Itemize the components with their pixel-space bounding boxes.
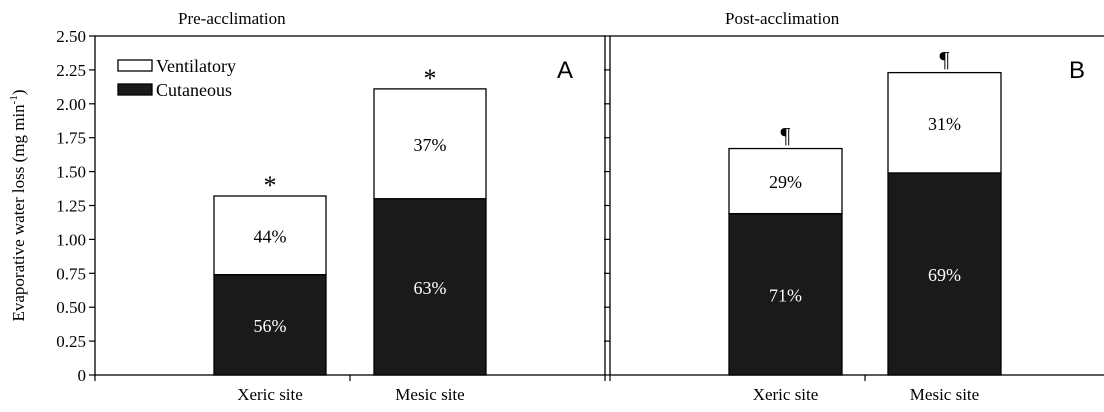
legend-entry: Cutaneous bbox=[156, 80, 232, 100]
y-tick-label: 0.25 bbox=[56, 332, 86, 351]
x-category-label: Xeric site bbox=[237, 385, 303, 404]
legend-swatch-cutaneous bbox=[117, 83, 153, 96]
y-tick-label: 0.50 bbox=[56, 298, 86, 317]
x-category-label: Mesic site bbox=[395, 385, 464, 404]
significance-marker: ¶ bbox=[940, 47, 950, 72]
segment-percent-label: 31% bbox=[928, 114, 961, 134]
cutaneous-bar-segment bbox=[887, 172, 1002, 376]
cutaneous-bar-segment bbox=[373, 198, 487, 376]
y-axis-label: Evaporative water loss (mg min-1) bbox=[8, 89, 28, 321]
panel-letter: B bbox=[1069, 57, 1085, 84]
y-tick-label: 2.00 bbox=[56, 95, 86, 114]
cutaneous-bar-segment bbox=[213, 274, 327, 376]
ventilatory-bar-segment bbox=[213, 195, 327, 276]
cutaneous-bar-segment bbox=[728, 212, 843, 376]
y-tick-label: 1.75 bbox=[56, 129, 86, 148]
panel-title: Pre-acclimation bbox=[178, 9, 286, 28]
segment-percent-label: 63% bbox=[414, 278, 447, 298]
significance-marker: * bbox=[424, 64, 437, 93]
segment-percent-label: 29% bbox=[769, 172, 802, 192]
segment-percent-label: 44% bbox=[254, 226, 287, 246]
legend-swatch-ventilatory bbox=[117, 59, 153, 72]
segment-percent-label: 37% bbox=[414, 135, 447, 155]
segment-percent-label: 56% bbox=[254, 316, 287, 336]
segment-percent-label: 69% bbox=[928, 265, 961, 285]
y-axis-label-main: Evaporative water loss (mg min bbox=[9, 104, 28, 322]
significance-marker: ¶ bbox=[781, 123, 791, 148]
y-axis-label-sup: -1 bbox=[8, 95, 20, 104]
panel-title: Post-acclimation bbox=[725, 9, 840, 28]
y-tick-label: 0.75 bbox=[56, 264, 86, 283]
y-tick-label: 1.00 bbox=[56, 230, 86, 249]
ventilatory-bar-segment bbox=[373, 88, 487, 200]
y-tick-label: 1.50 bbox=[56, 163, 86, 182]
segment-percent-label: 71% bbox=[769, 285, 802, 305]
panel-letter: A bbox=[557, 57, 573, 84]
ventilatory-bar-segment bbox=[887, 71, 1002, 174]
y-tick-label: 2.50 bbox=[56, 27, 86, 46]
x-category-label: Xeric site bbox=[753, 385, 819, 404]
y-tick-label: 2.25 bbox=[56, 61, 86, 80]
y-tick-label: 1.25 bbox=[56, 197, 86, 216]
plot-frame bbox=[609, 35, 1104, 376]
legend-entry: Ventilatory bbox=[156, 56, 236, 76]
y-axis-label-close: ) bbox=[9, 89, 28, 95]
x-category-label: Mesic site bbox=[910, 385, 979, 404]
y-tick-label: 0 bbox=[78, 366, 87, 385]
significance-marker: * bbox=[264, 171, 277, 200]
ventilatory-bar-segment bbox=[728, 147, 843, 215]
